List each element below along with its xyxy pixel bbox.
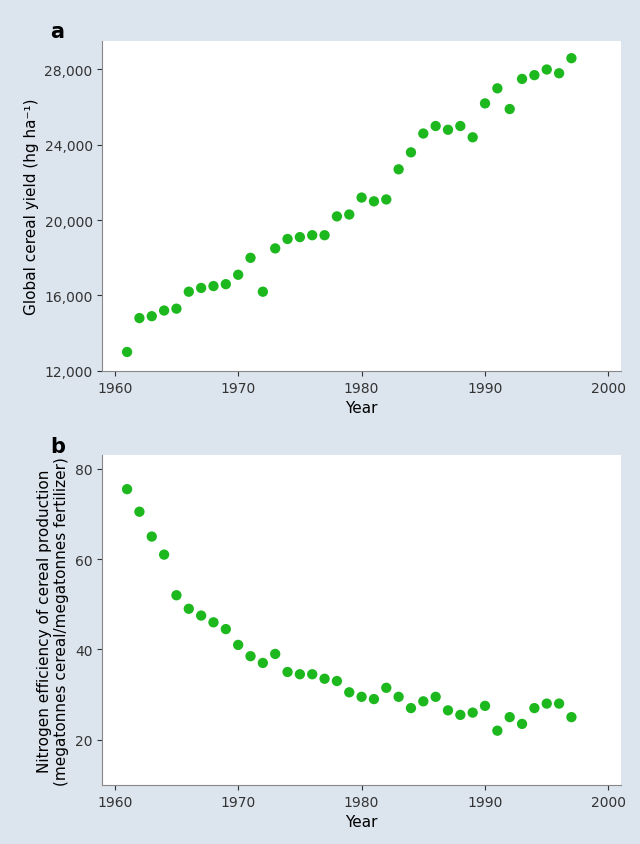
Point: [159, 549, 169, 562]
Point: [295, 231, 305, 245]
Point: [172, 302, 182, 316]
Point: [443, 704, 453, 717]
Point: [480, 700, 490, 713]
Point: [159, 305, 169, 318]
Point: [418, 127, 428, 141]
Point: [319, 672, 330, 685]
Point: [492, 83, 502, 96]
Point: [270, 242, 280, 256]
Point: [394, 690, 404, 704]
Point: [369, 195, 379, 208]
Point: [504, 103, 515, 116]
Point: [566, 52, 577, 66]
Point: [566, 711, 577, 724]
Point: [381, 681, 392, 695]
Point: [221, 623, 231, 636]
Point: [492, 724, 502, 738]
Point: [541, 63, 552, 77]
Point: [504, 711, 515, 724]
Point: [245, 252, 255, 265]
Point: [270, 647, 280, 661]
Point: [332, 210, 342, 224]
Text: b: b: [51, 436, 65, 456]
Point: [344, 208, 355, 222]
Point: [431, 120, 441, 133]
Point: [418, 695, 428, 708]
Point: [209, 280, 219, 294]
Point: [517, 73, 527, 87]
Point: [356, 690, 367, 704]
Point: [554, 68, 564, 81]
Point: [406, 701, 416, 715]
Point: [344, 685, 355, 699]
Point: [356, 192, 367, 205]
Point: [443, 124, 453, 138]
Point: [554, 697, 564, 711]
Point: [369, 692, 379, 706]
Point: [258, 657, 268, 670]
Point: [468, 706, 478, 720]
Point: [295, 668, 305, 681]
Point: [431, 690, 441, 704]
Point: [184, 285, 194, 299]
Point: [455, 708, 465, 722]
Point: [233, 268, 243, 282]
Point: [258, 285, 268, 299]
X-axis label: Year: Year: [346, 814, 378, 829]
Point: [196, 282, 206, 295]
Point: [282, 665, 292, 679]
Text: a: a: [51, 23, 65, 42]
Point: [529, 701, 540, 715]
Point: [319, 230, 330, 243]
Point: [282, 233, 292, 246]
Point: [480, 98, 490, 111]
Point: [184, 603, 194, 616]
Point: [517, 717, 527, 731]
Point: [245, 650, 255, 663]
Point: [172, 589, 182, 603]
Y-axis label: Global cereal yield (hg ha⁻¹): Global cereal yield (hg ha⁻¹): [24, 99, 39, 315]
Point: [381, 193, 392, 207]
X-axis label: Year: Year: [346, 401, 378, 415]
Point: [122, 346, 132, 360]
Point: [209, 616, 219, 630]
Y-axis label: Nitrogen efficiency of cereal production
(megatonnes cereal/megatonnes fertilize: Nitrogen efficiency of cereal production…: [37, 456, 70, 785]
Point: [233, 638, 243, 652]
Point: [221, 278, 231, 291]
Point: [529, 69, 540, 83]
Point: [307, 668, 317, 681]
Point: [147, 310, 157, 323]
Point: [455, 120, 465, 133]
Point: [147, 530, 157, 544]
Point: [134, 506, 145, 519]
Point: [394, 164, 404, 177]
Point: [196, 609, 206, 623]
Point: [406, 146, 416, 160]
Point: [468, 132, 478, 145]
Point: [332, 674, 342, 688]
Point: [122, 483, 132, 496]
Point: [134, 312, 145, 326]
Point: [541, 697, 552, 711]
Point: [307, 230, 317, 243]
